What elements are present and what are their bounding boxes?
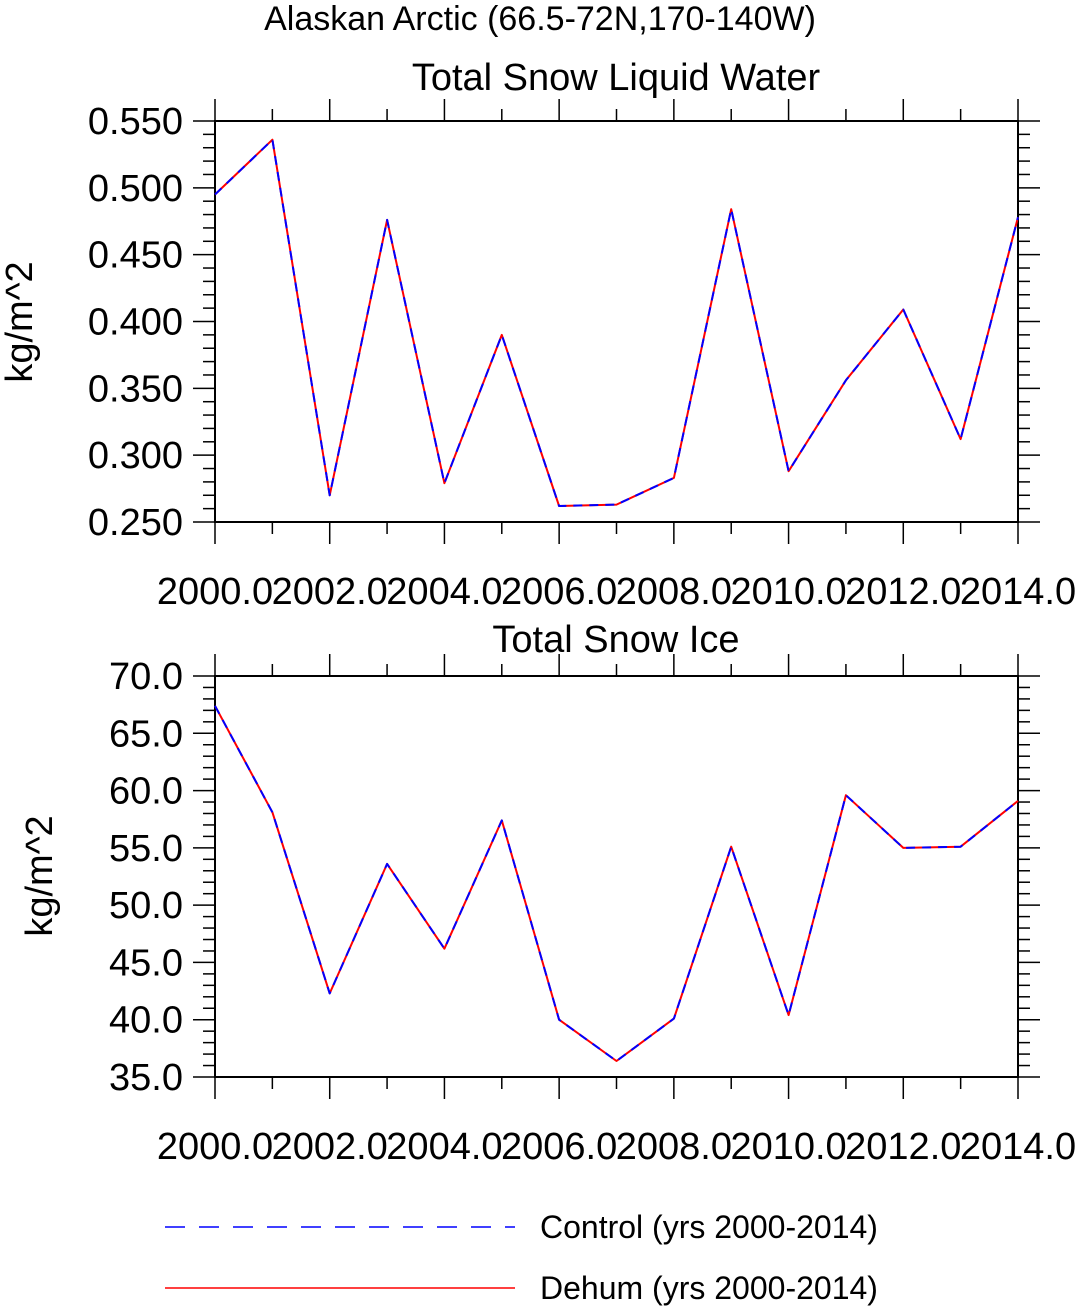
x-tick-label: 2006.0 <box>501 571 617 613</box>
y-tick-label: 0.500 <box>88 168 183 210</box>
x-tick-label: 2002.0 <box>272 571 388 613</box>
x-tick-label: 2014.0 <box>960 1126 1076 1168</box>
y-tick-label: 45.0 <box>109 942 183 984</box>
y-tick-label: 70.0 <box>109 656 183 698</box>
y-tick-label: 0.450 <box>88 235 183 277</box>
plot-frame <box>214 675 1019 1078</box>
y-tick-label: 0.550 <box>88 101 183 143</box>
liquid-water-panel: Total Snow Liquid Water kg/m^2 2000.0200… <box>0 57 1076 613</box>
snow-ice-panel: Total Snow Ice kg/m^2 2000.02002.02004.0… <box>19 619 1076 1168</box>
y-tick-label: 40.0 <box>109 1000 183 1042</box>
x-tick-label: 2008.0 <box>616 1126 732 1168</box>
y-tick-label: 0.300 <box>88 435 183 477</box>
y-tick-label: 0.400 <box>88 302 183 344</box>
x-tick-label: 2008.0 <box>616 571 732 613</box>
y-axis-label: kg/m^2 <box>19 815 61 936</box>
y-tick-label: 35.0 <box>109 1057 183 1099</box>
panel-title: Total Snow Ice <box>492 619 739 661</box>
y-tick-label: 50.0 <box>109 885 183 927</box>
legend-label-dehum: Dehum (yrs 2000-2014) <box>540 1270 878 1306</box>
legend-label-control: Control (yrs 2000-2014) <box>540 1209 878 1245</box>
y-tick-label: 65.0 <box>109 713 183 755</box>
y-tick-label: 0.350 <box>88 368 183 410</box>
x-tick-label: 2010.0 <box>730 571 846 613</box>
y-tick-label: 0.250 <box>88 502 183 544</box>
series-line-dehum <box>214 705 1019 1062</box>
x-tick-label: 2004.0 <box>386 571 502 613</box>
x-tick-label: 2014.0 <box>960 571 1076 613</box>
x-tick-label: 2002.0 <box>272 1126 388 1168</box>
y-tick-label: 60.0 <box>109 771 183 813</box>
y-axis-label: kg/m^2 <box>0 261 41 382</box>
series-line-dehum <box>214 138 1019 507</box>
x-tick-label: 2004.0 <box>386 1126 502 1168</box>
x-tick-label: 2000.0 <box>157 1126 273 1168</box>
x-tick-label: 2006.0 <box>501 1126 617 1168</box>
x-tick-label: 2000.0 <box>157 571 273 613</box>
series-line-control <box>214 138 1019 507</box>
x-tick-label: 2010.0 <box>730 1126 846 1168</box>
x-tick-label: 2012.0 <box>845 571 961 613</box>
plot-frame <box>214 120 1019 523</box>
panel-title: Total Snow Liquid Water <box>412 57 821 99</box>
y-tick-label: 55.0 <box>109 828 183 870</box>
x-tick-label: 2012.0 <box>845 1126 961 1168</box>
figure-title: Alaskan Arctic (66.5-72N,170-140W) <box>264 0 816 38</box>
legend: Control (yrs 2000-2014) Dehum (yrs 2000-… <box>165 1209 878 1306</box>
series-line-control <box>214 705 1019 1062</box>
